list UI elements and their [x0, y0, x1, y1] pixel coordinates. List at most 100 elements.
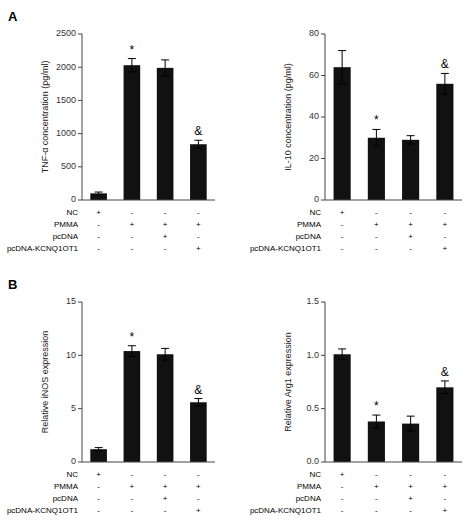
error-bar	[161, 348, 169, 360]
bar	[436, 84, 453, 200]
y-axis	[325, 34, 326, 200]
table-cell: +	[130, 482, 135, 491]
tick-label: 60	[309, 70, 319, 80]
table-cell: -	[375, 244, 378, 253]
table-cell: -	[131, 506, 134, 515]
table-cell: -	[197, 470, 200, 479]
table-cell: +	[408, 494, 413, 503]
tick-mark	[321, 34, 325, 35]
table-cell: +	[443, 244, 448, 253]
table-row-label: pcDNA-KCNQ1OT1	[7, 506, 79, 515]
table-cell: +	[163, 220, 168, 229]
bar	[334, 67, 351, 200]
bar	[157, 354, 174, 462]
table-cell: +	[374, 220, 379, 229]
tick-label: 5	[71, 403, 76, 413]
error-bar	[194, 140, 202, 148]
tick-label: 40	[309, 111, 319, 121]
table-cell: +	[340, 208, 345, 217]
table-cell: -	[131, 494, 134, 503]
annotation: &	[441, 57, 449, 71]
table-cell: +	[130, 220, 135, 229]
bar	[190, 144, 207, 200]
error-bar	[338, 51, 346, 84]
x-axis	[82, 200, 215, 201]
table-cell: -	[409, 244, 412, 253]
bar	[124, 65, 141, 200]
error-bar	[441, 381, 449, 394]
tick-label: 1000	[56, 128, 76, 138]
tick-label: 2000	[56, 62, 76, 72]
tick-mark	[78, 408, 82, 409]
tick-label: 0.5	[306, 403, 319, 413]
table-cell: -	[444, 470, 447, 479]
panel: 020406080*&IL-10 concentration (pg/ml)NC…	[250, 28, 462, 253]
table-cell: +	[443, 220, 448, 229]
tick-mark	[78, 34, 82, 35]
annotation: &	[441, 365, 449, 379]
y-axis-label: IL-10 concentration (pg/ml)	[283, 63, 293, 171]
table-cell: +	[443, 506, 448, 515]
annotation: *	[374, 399, 379, 413]
tick-label: 0	[71, 194, 76, 204]
tick-mark	[321, 75, 325, 76]
y-axis	[82, 302, 83, 462]
y-axis-label: Relative iNOS expression	[40, 331, 50, 434]
figure: 05001000150020002500*&TNF-α concentratio…	[0, 0, 474, 532]
table-row-label: NC	[66, 470, 78, 479]
annotation: &	[194, 383, 202, 397]
tick-mark	[321, 117, 325, 118]
tick-label: 20	[309, 153, 319, 163]
tick-label: 2500	[56, 28, 76, 38]
table-cell: -	[131, 208, 134, 217]
table-cell: -	[131, 244, 134, 253]
error-bar	[441, 73, 449, 94]
tick-label: 1500	[56, 95, 76, 105]
annotation: *	[374, 113, 379, 127]
table-cell: +	[96, 470, 101, 479]
table-cell: -	[375, 506, 378, 515]
tick-mark	[321, 408, 325, 409]
table-cell: -	[97, 494, 100, 503]
table-cell: +	[408, 232, 413, 241]
tick-mark	[78, 166, 82, 167]
table-cell: -	[375, 232, 378, 241]
table-cell: -	[131, 232, 134, 241]
table-cell: +	[408, 482, 413, 491]
table-cell: +	[163, 494, 168, 503]
panel-label: B	[8, 277, 17, 292]
panel: 05001000150020002500*&TNF-α concentratio…	[7, 9, 215, 253]
table-cell: -	[197, 208, 200, 217]
table-cell: -	[409, 208, 412, 217]
tick-mark	[78, 462, 82, 463]
tick-mark	[321, 302, 325, 303]
error-bar	[161, 60, 169, 76]
table-cell: -	[97, 244, 100, 253]
table-row-label: pcDNA	[53, 232, 79, 241]
bar	[334, 354, 351, 462]
table-row-label: NC	[309, 208, 321, 217]
table-cell: -	[97, 220, 100, 229]
tick-mark	[78, 100, 82, 101]
y-axis-label: TNF-α concentration (pg/ml)	[40, 61, 50, 174]
table-cell: -	[341, 506, 344, 515]
table-row-label: pcDNA	[53, 494, 79, 503]
bar	[402, 140, 419, 200]
error-bar	[372, 129, 380, 146]
table-row-label: pcDNA-KCNQ1OT1	[250, 506, 322, 515]
table-cell: -	[409, 506, 412, 515]
error-bar	[128, 346, 136, 357]
error-bar	[372, 415, 380, 428]
error-bar	[95, 192, 103, 195]
table-cell: +	[196, 244, 201, 253]
table-row-label: NC	[66, 208, 78, 217]
tick-label: 0.0	[306, 456, 319, 466]
plot-area	[334, 349, 454, 462]
table-cell: -	[164, 470, 167, 479]
table-cell: -	[444, 208, 447, 217]
error-bar	[407, 416, 415, 431]
table-cell: -	[97, 232, 100, 241]
table-cell: -	[375, 470, 378, 479]
x-axis	[325, 200, 462, 201]
table-cell: -	[444, 232, 447, 241]
